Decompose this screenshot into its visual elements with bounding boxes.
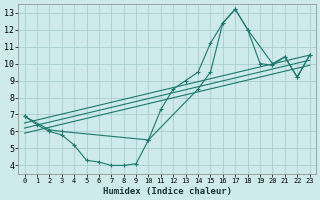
X-axis label: Humidex (Indice chaleur): Humidex (Indice chaleur)	[103, 187, 232, 196]
